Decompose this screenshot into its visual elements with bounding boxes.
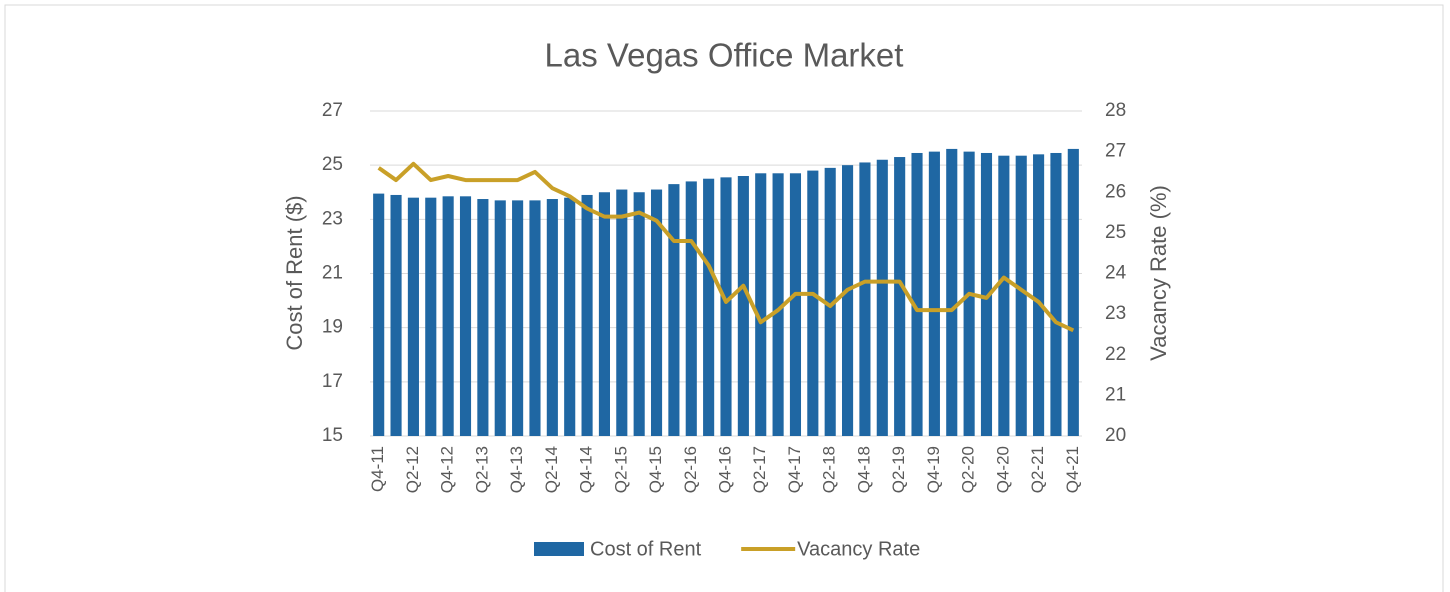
bar <box>685 181 697 436</box>
bar <box>1050 152 1062 436</box>
x-tick-label: Q4-16 <box>715 446 734 493</box>
bar <box>842 165 854 436</box>
y-tick-label: 25 <box>322 154 343 175</box>
chart-title: Las Vegas Office Market <box>545 37 904 74</box>
bar <box>494 200 506 436</box>
y-tick-label: 19 <box>322 317 343 338</box>
bar <box>546 199 558 436</box>
bar <box>859 162 871 437</box>
y-tick-label: 21 <box>322 263 343 284</box>
x-tick-label: Q2-14 <box>542 446 561 493</box>
bar <box>772 173 784 436</box>
bar <box>581 194 593 436</box>
x-tick-label: Q2-21 <box>1028 446 1047 493</box>
y2-tick-label: 27 <box>1105 141 1126 162</box>
y2-tick-label: 20 <box>1105 425 1126 446</box>
bar <box>737 176 749 436</box>
y-axis-title: Cost of Rent ($) <box>282 195 307 350</box>
y-tick-label: 15 <box>322 425 343 446</box>
x-tick-label: Q4-20 <box>993 446 1012 493</box>
y2-tick-label: 26 <box>1105 181 1126 202</box>
bar <box>928 151 940 436</box>
bar <box>390 194 402 436</box>
line <box>377 161 1075 333</box>
bar <box>807 170 819 437</box>
bar <box>564 197 576 436</box>
y2-tick-label: 24 <box>1105 263 1127 284</box>
x-tick-label: Q2-19 <box>889 446 908 493</box>
bar <box>1067 148 1079 436</box>
bar <box>616 189 628 436</box>
bar <box>824 167 836 436</box>
y2-tick-label: 25 <box>1105 222 1126 243</box>
bar <box>720 177 732 436</box>
legend-label: Vacancy Rate <box>797 538 920 560</box>
x-tick-label: Q4-15 <box>646 446 665 493</box>
bar <box>946 148 958 436</box>
bar <box>998 155 1010 436</box>
bar <box>407 197 419 436</box>
y2-tick-label: 22 <box>1105 344 1126 365</box>
x-tick-label: Q2-16 <box>681 446 700 493</box>
bar <box>668 184 680 436</box>
bar <box>1033 154 1045 437</box>
bar <box>633 192 645 436</box>
bar <box>1015 155 1027 436</box>
bar <box>459 196 472 436</box>
legend-swatch <box>534 542 584 556</box>
bar <box>650 189 663 436</box>
x-tick-label: Q4-14 <box>577 446 596 493</box>
x-tick-label: Q4-12 <box>438 446 457 493</box>
x-tick-label: Q4-19 <box>924 446 943 493</box>
x-tick-label: Q4-18 <box>854 446 873 493</box>
y2-tick-label: 28 <box>1105 100 1126 121</box>
x-tick-label: Q4-13 <box>507 446 526 493</box>
bar <box>373 193 385 436</box>
y2-axis-title: Vacancy Rate (%) <box>1146 185 1171 361</box>
x-tick-label: Q2-20 <box>959 446 978 493</box>
x-tick-label: Q2-13 <box>472 446 491 493</box>
y2-tick-label: 21 <box>1105 384 1126 405</box>
bar <box>876 159 888 436</box>
y-tick-label: 23 <box>322 208 343 229</box>
bar <box>789 173 802 436</box>
x-tick-label: Q2-18 <box>820 446 839 493</box>
bar <box>529 200 541 436</box>
x-tick-label: Q2-17 <box>750 446 769 493</box>
bar <box>894 157 906 436</box>
x-tick-label: Q2-15 <box>611 446 630 493</box>
y-tick-label: 17 <box>322 371 343 392</box>
bar <box>425 197 437 436</box>
bar <box>703 178 715 437</box>
y2-tick-label: 23 <box>1105 303 1126 324</box>
bar <box>477 199 489 436</box>
x-tick-label: Q4-21 <box>1063 446 1082 493</box>
x-tick-label: Q4-17 <box>785 446 804 493</box>
bar <box>911 152 923 436</box>
x-tick-label: Q2-12 <box>403 446 422 493</box>
bar <box>442 196 454 436</box>
legend-label: Cost of Rent <box>590 538 702 560</box>
y-tick-label: 27 <box>322 100 343 121</box>
bar <box>980 152 993 436</box>
x-tick-label: Q4-11 <box>368 446 387 492</box>
bar <box>512 200 524 436</box>
bar <box>598 192 610 436</box>
bar <box>755 173 767 436</box>
